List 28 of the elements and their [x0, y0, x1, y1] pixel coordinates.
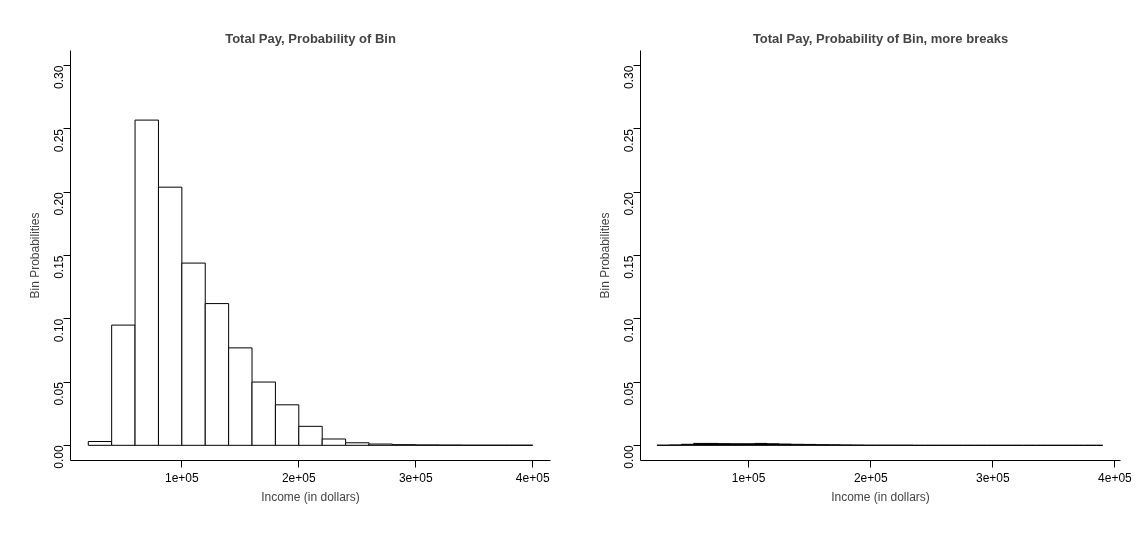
x-tick-label: 3e+05 [398, 470, 433, 485]
chart-title: Total Pay, Probability of Bin, more breaks [752, 30, 1009, 46]
x-axis-title: Income (in dollars) [261, 489, 360, 504]
y-tick-label: 0.25 [52, 128, 66, 153]
y-tick-label: 0.25 [622, 128, 636, 153]
x-tick-label: 2e+05 [281, 470, 316, 485]
y-axis-title: Bin Probabilities [27, 212, 42, 299]
y-tick-label: 0.30 [622, 65, 636, 90]
chart-title: Total Pay, Probability of Bin [225, 30, 396, 46]
y-tick-label: 0.20 [622, 191, 636, 216]
y-tick-label: 0.00 [52, 444, 66, 469]
x-tick-label: 4e+05 [1098, 470, 1133, 485]
y-tick-label: 0.30 [52, 65, 66, 90]
y-tick-label: 0.15 [52, 255, 66, 279]
x-tick-label: 3e+05 [975, 470, 1011, 485]
y-tick-label: 0.10 [52, 318, 66, 343]
y-tick-label: 0.05 [52, 381, 66, 406]
y-tick-label: 0.15 [622, 255, 636, 279]
x-axis-title: Income (in dollars) [831, 489, 930, 504]
y-tick-label: 0.00 [622, 444, 636, 469]
y-tick-label: 0.05 [622, 381, 636, 406]
x-tick-label: 1e+05 [731, 470, 766, 485]
x-tick-label: 1e+05 [164, 470, 200, 485]
y-axis-title: Bin Probabilities [597, 212, 612, 299]
x-tick-label: 4e+05 [515, 470, 550, 485]
y-tick-label: 0.10 [622, 318, 636, 343]
x-tick-label: 2e+05 [853, 470, 888, 485]
y-tick-label: 0.20 [52, 191, 66, 216]
